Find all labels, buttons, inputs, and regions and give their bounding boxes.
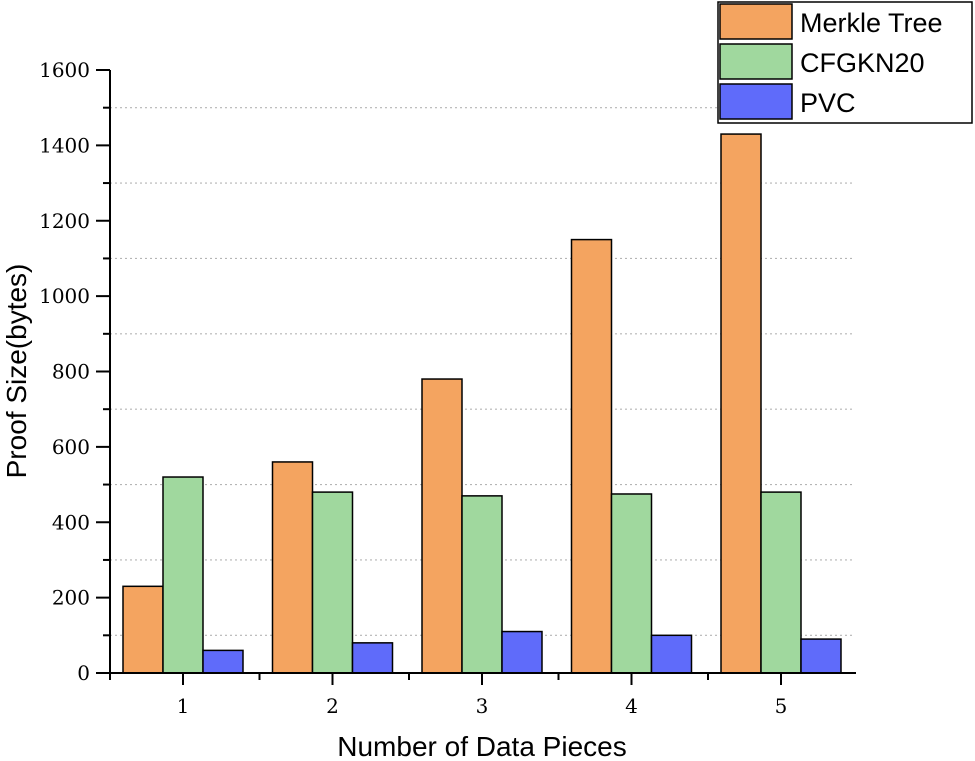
x-tick-label: 2: [326, 694, 339, 718]
y-tick-label: 1400: [39, 133, 90, 157]
bar-merkle-tree-5: [720, 133, 762, 674]
x-tick-label: 4: [625, 694, 638, 718]
bar-cfgkn20-2: [311, 491, 354, 674]
x-axis-title: Number of Data Pieces: [337, 731, 626, 761]
y-tick-label: 800: [52, 360, 90, 384]
y-tick-label: 1600: [39, 58, 90, 82]
bar-pvc-4: [650, 634, 693, 674]
legend-label: Merkle Tree: [800, 8, 943, 38]
bar-merkle-tree-4: [570, 238, 613, 674]
bar-merkle-tree-3: [421, 378, 463, 674]
legend-label: PVC: [800, 88, 856, 118]
bar-pvc-5: [800, 638, 842, 674]
bar-cfgkn20-4: [610, 493, 653, 674]
bar-pvc-2: [351, 642, 394, 674]
bars: [122, 133, 842, 674]
x-tick-label: 1: [177, 694, 190, 718]
y-tick-label: 400: [52, 510, 90, 534]
y-tick-label: 1200: [39, 209, 90, 233]
x-axis-ticks: 1 2 3 4 5: [109, 673, 788, 718]
x-tick-label: 3: [476, 694, 489, 718]
y-tick-label: 0: [77, 661, 90, 685]
y-tick-label: 600: [52, 435, 90, 459]
bar-cfgkn20-3: [461, 495, 503, 674]
bar-cfgkn20-1: [162, 476, 204, 674]
legend-label: CFGKN20: [800, 48, 925, 78]
x-tick-label: 5: [775, 694, 788, 718]
y-axis-ticks: 0 200 400 600 800 1000 1200 1400 1600: [39, 58, 110, 685]
y-axis-title: Proof Size(bytes): [1, 264, 32, 479]
legend-swatch: [719, 83, 793, 120]
bar-pvc-3: [501, 630, 543, 674]
legend-swatch: [719, 43, 793, 80]
bar-pvc-1: [202, 649, 244, 674]
y-tick-label: 200: [52, 586, 90, 610]
bar-merkle-tree-1: [122, 585, 164, 674]
legend[interactable]: Merkle Tree CFGKN20 PVC: [717, 1, 973, 124]
y-tick-label: 1000: [39, 284, 90, 308]
bar-merkle-tree-2: [271, 461, 314, 674]
bar-cfgkn20-5: [760, 491, 802, 674]
legend-swatch: [719, 3, 793, 40]
